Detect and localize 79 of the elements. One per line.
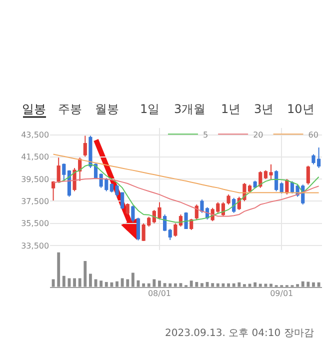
y-tick-label: 37,500 [21,197,50,206]
candlestick [51,180,56,202]
bar [238,282,241,287]
bar [116,281,118,287]
text: 3개월 [174,102,206,116]
bar [104,282,108,287]
bar [301,281,304,287]
candlestick [56,157,60,184]
x-tick-label: 08/01 [148,288,172,298]
bar [211,283,214,287]
bar [73,278,76,287]
y-tick-label: 43,500 [21,130,50,140]
bar [158,280,161,287]
legend-label: 20 [253,130,264,140]
y-tick-label: 39,500 [21,174,50,184]
bar [131,272,134,287]
bar [312,282,315,287]
bar [232,283,236,287]
bar [78,278,82,287]
candlestick [126,202,130,215]
bar [254,282,257,287]
bar [174,283,177,287]
bar [147,283,150,287]
bar [62,276,66,287]
bar [100,280,103,287]
candlestick [163,214,167,232]
candlestick [258,170,262,188]
bar [142,283,146,287]
text: 월봉 [95,102,119,116]
text: 주봉 [58,102,82,116]
candlestick [131,205,135,223]
bar [57,252,60,287]
bar [190,280,193,287]
candlestick [248,184,252,194]
bar [200,283,204,287]
bar [152,279,156,287]
bar [126,279,130,287]
candlestick [306,165,310,186]
bar [242,284,246,287]
legend-label: 5 [202,130,208,140]
candlestick [194,204,198,220]
y-tick-label: 41,500 [21,152,50,162]
y-tick-label: 33,500 [21,241,50,250]
line-series [52,154,320,194]
x-tick-label: 09/01 [270,288,294,298]
candlestick [168,228,172,240]
candlestick [280,182,284,194]
y-tick-label: 35,500 [21,219,50,228]
candlestick [226,194,230,206]
line-series [52,178,320,217]
text: 3년 [254,102,274,116]
text: 2023.09.13. 오후 04:10 장마감 [165,328,314,339]
candlestick [274,170,278,192]
text: 1일 [140,102,160,116]
text: 10년 [287,102,314,116]
bar [120,278,124,287]
bar [296,284,300,287]
bar [216,283,220,287]
text: 일봉 [22,102,46,116]
legend-label: 60 [308,130,318,140]
bar [195,282,198,287]
candlestick [174,222,178,238]
bar [227,283,230,287]
candlestick [184,212,188,230]
text: 1년 [221,102,241,116]
candlestick [62,163,66,182]
bar [163,283,166,287]
bar [168,283,172,287]
bar [222,283,225,287]
candlestick [136,217,140,241]
bar [317,282,320,287]
line-series [58,164,320,223]
bar [52,279,55,287]
bar [110,282,114,287]
candlestick [232,197,236,214]
bar [306,282,310,287]
bar [84,260,87,287]
bar [89,274,92,287]
candlestick [83,135,87,158]
